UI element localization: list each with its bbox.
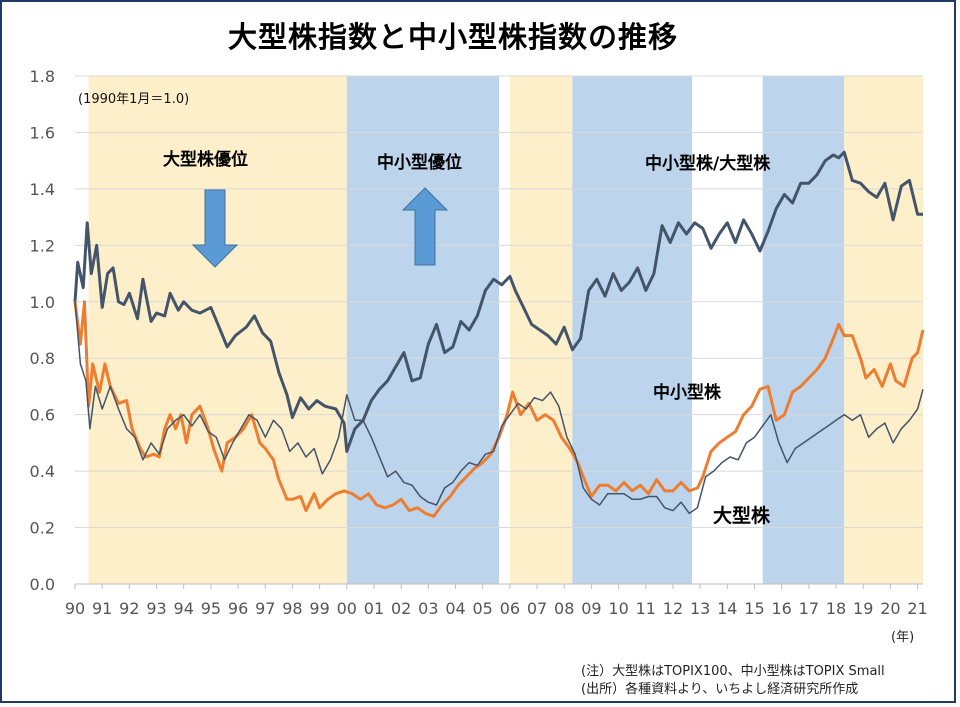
period-band-large	[88, 76, 347, 584]
y-tick-label: 0.8	[30, 349, 55, 368]
footnote-definition: (注）大型株はTOPIX100、中小型株はTOPIX Small	[581, 664, 885, 679]
ratio-line	[73, 150, 923, 453]
x-tick-label: 17	[799, 599, 819, 618]
x-tick-label: 10	[608, 599, 628, 618]
axes: 0.0 0.2 0.4 0.6 0.8 1.0 1.2 1.4 1.6 1.8 90 91 92 93 94…	[30, 67, 928, 618]
y-tick-label: 1.0	[30, 293, 55, 312]
x-tick-label: 12	[663, 599, 683, 618]
y-tick-label: 1.4	[30, 180, 55, 199]
x-tick-label: 94	[174, 599, 194, 618]
x-tick-label: 13	[690, 599, 710, 618]
x-tick-label: 03	[418, 599, 438, 618]
x-tick-label: 96	[228, 599, 248, 618]
period-band-large	[844, 76, 923, 584]
x-tick-label: 04	[445, 599, 465, 618]
x-tick-label: 02	[391, 599, 411, 618]
x-tick-label: 15	[744, 599, 764, 618]
chart-title: 大型株指数と中小型株指数の推移	[227, 20, 678, 54]
down-arrow-icon	[191, 189, 239, 268]
x-tick-label: 07	[527, 599, 547, 618]
x-tick-label: 20	[880, 599, 900, 618]
y-tick-label: 0.2	[30, 519, 55, 538]
x-tick-label: 06	[500, 599, 520, 618]
x-tick-label: 09	[581, 599, 601, 618]
x-axis-unit: (年)	[891, 630, 915, 645]
x-tick-label: 11	[636, 599, 656, 618]
x-tick-label: 01	[364, 599, 384, 618]
x-tick-label: 91	[92, 599, 112, 618]
y-tick-label: 0.6	[30, 406, 55, 425]
x-tick-label: 14	[717, 599, 737, 618]
period-band-small	[762, 76, 845, 584]
x-tick-label: 97	[255, 599, 275, 618]
x-tick-label: 05	[473, 599, 493, 618]
base-note: (1990年1月＝1.0)	[78, 92, 189, 107]
footnote-source: (出所）各種資料より、いちよし経済研究所作成	[581, 682, 859, 697]
y-tick-label: 1.6	[30, 123, 55, 142]
x-tick-label: 98	[282, 599, 302, 618]
y-tick-label: 1.2	[30, 236, 55, 255]
x-tick-label: 16	[771, 599, 791, 618]
small-cap-series-label: 中小型株	[653, 382, 722, 403]
x-tick-label: 93	[146, 599, 166, 618]
large-advantage-label: 大型株優位	[163, 149, 248, 170]
x-tick-label: 90	[65, 599, 85, 618]
y-tick-label: 0.0	[30, 575, 55, 594]
x-tick-label: 99	[309, 599, 329, 618]
x-tick-label: 08	[554, 599, 574, 618]
x-tick-label: 19	[853, 599, 873, 618]
x-tick-label: 92	[119, 599, 139, 618]
annotations: (1990年1月＝1.0) 大型株優位 中小型優位 中小型株/大型株 中小型株 …	[78, 92, 771, 527]
large-cap-line	[74, 301, 924, 515]
up-arrow-icon	[401, 187, 449, 266]
x-tick-label: 18	[826, 599, 846, 618]
small-cap-line	[73, 300, 925, 518]
period-band-small	[572, 76, 692, 584]
series-lines	[73, 150, 925, 518]
small-advantage-label: 中小型優位	[377, 152, 462, 173]
x-tick-label: 21	[907, 599, 927, 618]
y-tick-label: 0.4	[30, 462, 55, 481]
x-tick-label: 95	[201, 599, 221, 618]
x-tick-label: 00	[337, 599, 357, 618]
y-tick-label: 1.8	[30, 67, 55, 86]
ratio-series-label: 中小型株/大型株	[645, 153, 771, 174]
large-cap-series-label: 大型株	[713, 504, 771, 527]
